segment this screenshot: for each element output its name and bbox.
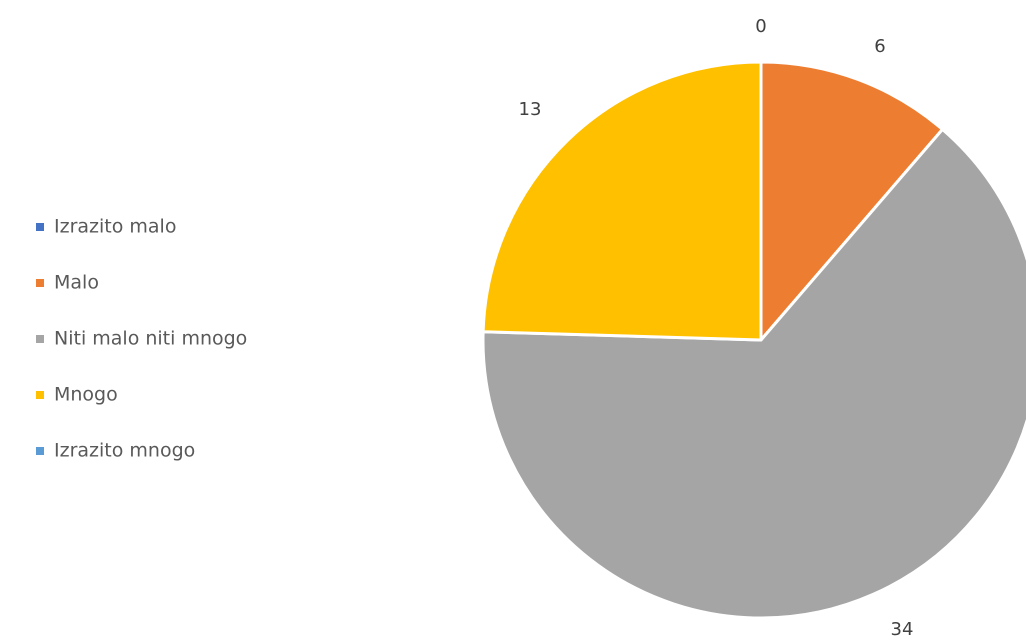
pie-slice-malo [759, 60, 944, 342]
legend-swatch-izrazito-mnogo [36, 447, 44, 455]
data-labels: 0 6 34 13 [519, 16, 914, 640]
legend-label-malo: Malo [54, 272, 99, 294]
legend-label-mnogo: Mnogo [54, 384, 118, 406]
pie-slice-niti-malo-niti-mnogo [481, 127, 1026, 620]
legend-swatch-niti-malo-niti-mnogo [36, 335, 44, 343]
legend-item-malo: Malo [36, 272, 99, 294]
legend-item-izrazito-malo: Izrazito malo [36, 216, 176, 238]
legend-label-izrazito-mnogo: Izrazito mnogo [54, 440, 195, 462]
legend-item-mnogo: Mnogo [36, 384, 118, 406]
data-label-mnogo: 13 [519, 99, 542, 120]
legend-swatch-izrazito-malo [36, 223, 44, 231]
pie-slice-mnogo [481, 60, 763, 342]
pie-slices [481, 60, 1026, 620]
legend-swatch-malo [36, 279, 44, 287]
data-label-niti-malo-niti-mnogo: 34 [891, 619, 914, 640]
legend-label-niti-malo-niti-mnogo: Niti malo niti mnogo [54, 328, 247, 350]
legend-item-niti-malo-niti-mnogo: Niti malo niti mnogo [36, 328, 247, 350]
data-label-malo: 6 [874, 36, 885, 57]
legend-label-izrazito-malo: Izrazito malo [54, 216, 176, 238]
data-label-izrazito-malo: 0 [755, 16, 766, 37]
legend: Izrazito malo Malo Niti malo niti mnogo Mno… [36, 216, 247, 462]
legend-swatch-mnogo [36, 391, 44, 399]
legend-item-izrazito-mnogo: Izrazito mnogo [36, 440, 195, 462]
